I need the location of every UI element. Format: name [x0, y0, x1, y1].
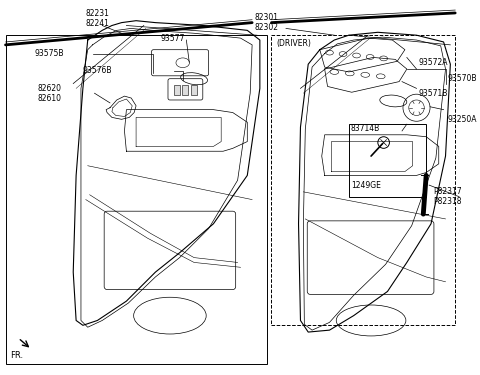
- Text: 93572A: 93572A: [419, 58, 448, 67]
- Text: 82231
82241: 82231 82241: [85, 9, 109, 28]
- Bar: [6, 35, 266, 364]
- Text: 82301
82302: 82301 82302: [254, 13, 278, 32]
- Text: 93576B: 93576B: [83, 66, 112, 75]
- Text: 93250A: 93250A: [447, 115, 477, 124]
- Text: 82620
82610: 82620 82610: [37, 84, 61, 103]
- Text: FR.: FR.: [11, 351, 24, 360]
- Text: 83714B: 83714B: [351, 124, 380, 134]
- Text: (DRIVER): (DRIVER): [276, 39, 311, 48]
- Text: 93571B: 93571B: [419, 89, 448, 98]
- Text: 93575B: 93575B: [35, 49, 64, 58]
- Text: P82317
P82318: P82317 P82318: [433, 187, 462, 206]
- Bar: [349, 124, 426, 196]
- Text: 1249GE: 1249GE: [351, 181, 381, 190]
- Bar: [272, 35, 455, 325]
- Bar: [182, 86, 188, 95]
- Text: 93570B: 93570B: [447, 74, 477, 83]
- Bar: [191, 86, 197, 95]
- Text: 93577: 93577: [160, 34, 184, 43]
- Bar: [174, 86, 180, 95]
